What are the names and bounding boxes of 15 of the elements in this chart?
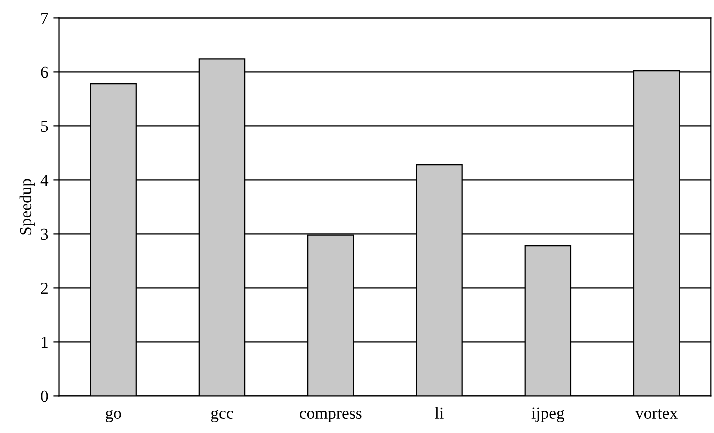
x-tick-label: gcc <box>211 410 234 422</box>
y-axis-title: Speedup <box>20 179 35 235</box>
y-tick-label: 3 <box>41 228 48 240</box>
y-tick-label: 0 <box>41 390 48 402</box>
y-tick-label: 2 <box>41 282 48 294</box>
y-tick-label: 6 <box>41 66 48 78</box>
x-tick-label: ijpeg <box>532 408 565 422</box>
y-tick-label: 1 <box>42 336 48 348</box>
y-tick-label: 4 <box>40 175 49 186</box>
x-tick-label: go <box>106 410 122 422</box>
y-tick-label: 7 <box>42 13 48 24</box>
x-tick-label: vortex <box>636 409 678 420</box>
y-tick-label: 5 <box>41 121 48 132</box>
x-tick-label: li <box>435 407 444 419</box>
x-tick-label: compress <box>300 411 362 422</box>
